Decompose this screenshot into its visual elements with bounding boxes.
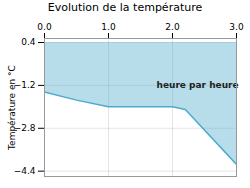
svg-text:−2.8: −2.8 [14,123,36,133]
svg-text:0.4: 0.4 [21,37,36,47]
svg-text:heure par heure: heure par heure [157,80,239,90]
svg-text:1.0: 1.0 [101,22,116,32]
svg-text:2.0: 2.0 [165,22,180,32]
svg-text:−1.2: −1.2 [14,80,36,90]
svg-text:0.0: 0.0 [37,22,52,32]
svg-text:Température en °C: Température en °C [7,65,17,151]
html-text:Evolution de la température: Evolution de la température [47,1,203,14]
svg-text:3.0: 3.0 [229,22,244,32]
svg-text:−4.4: −4.4 [14,166,36,176]
